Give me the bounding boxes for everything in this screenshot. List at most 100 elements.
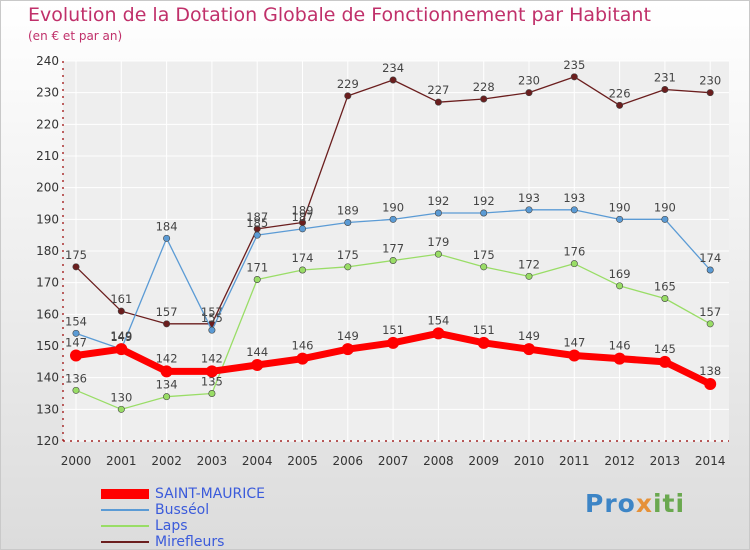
y-tick-label: 180 bbox=[36, 244, 59, 258]
y-tick-label: 150 bbox=[36, 339, 59, 353]
data-point-busseol bbox=[389, 215, 397, 223]
data-point-laps bbox=[706, 320, 714, 328]
y-tick-label: 210 bbox=[36, 149, 59, 163]
data-label-mirefleurs: 228 bbox=[473, 80, 495, 94]
data-label-busseol: 190 bbox=[654, 200, 676, 214]
x-tick-label: 2012 bbox=[604, 454, 635, 468]
data-point-saint-maurice bbox=[432, 327, 445, 340]
legend-label-laps: Laps bbox=[155, 518, 188, 534]
data-label-busseol: 154 bbox=[65, 314, 87, 328]
legend-swatch-saint-maurice bbox=[101, 489, 149, 499]
x-tick-label: 2000 bbox=[61, 454, 92, 468]
data-label-busseol: 174 bbox=[699, 251, 721, 265]
data-label-laps: 175 bbox=[337, 248, 359, 262]
data-label-mirefleurs: 227 bbox=[427, 83, 449, 97]
data-point-saint-maurice bbox=[205, 365, 218, 378]
data-point-laps bbox=[253, 275, 261, 283]
y-tick-label: 140 bbox=[36, 371, 59, 385]
data-label-mirefleurs: 230 bbox=[518, 74, 540, 88]
logo-part-2: x bbox=[635, 489, 653, 518]
data-point-saint-maurice bbox=[387, 336, 400, 349]
data-point-saint-maurice bbox=[613, 352, 626, 365]
x-tick-label: 2003 bbox=[197, 454, 228, 468]
x-tick-label: 2008 bbox=[423, 454, 454, 468]
legend-label-saint-maurice: SAINT-MAURICE bbox=[155, 486, 266, 502]
data-label-mirefleurs: 187 bbox=[246, 210, 268, 224]
data-label-busseol: 192 bbox=[473, 194, 495, 208]
y-tick-label: 130 bbox=[36, 402, 59, 416]
y-tick-label: 220 bbox=[36, 117, 59, 131]
data-point-laps bbox=[389, 256, 397, 264]
data-label-laps: 134 bbox=[156, 378, 178, 392]
data-point-saint-maurice bbox=[568, 349, 581, 362]
x-tick-label: 2007 bbox=[378, 454, 409, 468]
data-label-laps: 130 bbox=[110, 390, 132, 404]
data-point-saint-maurice bbox=[658, 355, 671, 368]
data-label-saint-maurice: 142 bbox=[201, 351, 223, 365]
data-point-saint-maurice bbox=[160, 365, 173, 378]
x-tick-label: 2011 bbox=[559, 454, 590, 468]
legend-label-mirefleurs: Mirefleurs bbox=[155, 534, 225, 550]
data-label-laps: 179 bbox=[427, 235, 449, 249]
data-point-saint-maurice bbox=[251, 359, 264, 371]
chart-title: Evolution de la Dotation Globale de Fonc… bbox=[28, 4, 651, 26]
data-point-mirefleurs bbox=[117, 307, 125, 315]
data-point-busseol bbox=[525, 206, 533, 214]
data-label-busseol: 185 bbox=[246, 216, 268, 230]
data-point-laps bbox=[163, 393, 171, 401]
data-point-busseol bbox=[434, 209, 442, 217]
data-point-busseol bbox=[706, 266, 714, 274]
data-label-laps: 177 bbox=[382, 242, 404, 256]
data-point-laps bbox=[661, 294, 669, 302]
data-point-busseol bbox=[253, 231, 261, 239]
logo-part-3: iti bbox=[652, 489, 686, 518]
data-label-mirefleurs: 161 bbox=[110, 292, 132, 306]
data-label-mirefleurs: 157 bbox=[201, 305, 223, 319]
data-point-laps bbox=[616, 282, 624, 290]
data-point-mirefleurs bbox=[72, 263, 80, 271]
data-point-mirefleurs bbox=[480, 95, 488, 103]
chart-subtitle: (en € et par an) bbox=[28, 29, 123, 43]
x-tick-label: 2013 bbox=[650, 454, 681, 468]
data-label-mirefleurs: 231 bbox=[654, 71, 676, 85]
legend-label-busseol: Busséol bbox=[155, 502, 210, 518]
data-point-mirefleurs bbox=[706, 89, 714, 97]
data-label-mirefleurs: 189 bbox=[292, 204, 314, 218]
data-label-laps: 169 bbox=[609, 267, 631, 281]
data-label-laps: 165 bbox=[654, 280, 676, 294]
y-tick-label: 170 bbox=[36, 276, 59, 290]
data-label-laps: 174 bbox=[292, 251, 314, 265]
data-label-saint-maurice: 144 bbox=[246, 345, 268, 359]
data-point-laps bbox=[480, 263, 488, 271]
x-tick-label: 2001 bbox=[106, 454, 137, 468]
data-point-laps bbox=[72, 386, 80, 394]
data-label-busseol: 193 bbox=[563, 191, 585, 205]
data-label-saint-maurice: 154 bbox=[427, 313, 449, 327]
data-label-busseol: 193 bbox=[518, 191, 540, 205]
legend-swatch-mirefleurs bbox=[101, 541, 149, 543]
data-label-busseol: 149 bbox=[110, 330, 132, 344]
data-point-laps bbox=[434, 250, 442, 258]
data-label-saint-maurice: 142 bbox=[156, 351, 178, 365]
data-point-busseol bbox=[616, 215, 624, 223]
data-label-mirefleurs: 230 bbox=[699, 74, 721, 88]
data-point-saint-maurice bbox=[477, 336, 490, 349]
data-point-busseol bbox=[661, 215, 669, 223]
y-tick-label: 160 bbox=[36, 307, 59, 321]
data-label-saint-maurice: 147 bbox=[65, 336, 87, 350]
data-label-laps: 157 bbox=[699, 305, 721, 319]
data-point-busseol bbox=[208, 326, 216, 334]
data-label-saint-maurice: 149 bbox=[518, 329, 540, 343]
data-point-mirefleurs bbox=[570, 73, 578, 81]
data-point-saint-maurice bbox=[70, 349, 82, 362]
data-point-busseol bbox=[480, 209, 488, 217]
data-point-laps bbox=[344, 263, 352, 271]
data-point-mirefleurs bbox=[163, 320, 171, 328]
data-label-mirefleurs: 175 bbox=[65, 248, 87, 262]
data-point-mirefleurs bbox=[389, 76, 397, 84]
data-label-busseol: 189 bbox=[337, 204, 359, 218]
data-label-mirefleurs: 234 bbox=[382, 61, 404, 75]
data-label-saint-maurice: 151 bbox=[382, 323, 404, 337]
y-tick-label: 120 bbox=[36, 434, 59, 448]
